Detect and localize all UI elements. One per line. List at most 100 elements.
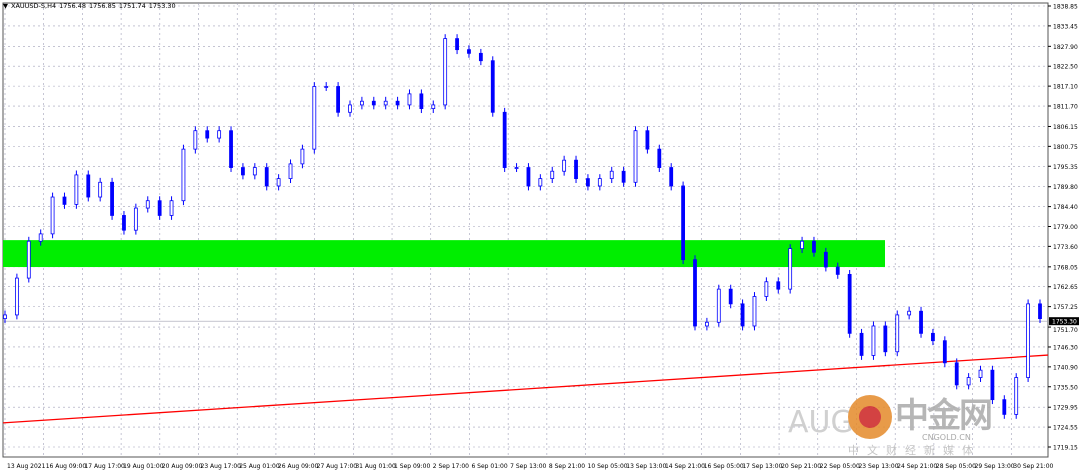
candle-body bbox=[502, 111, 507, 168]
watermark-sub: 中文财经新媒体 bbox=[848, 444, 981, 457]
candle-body bbox=[716, 288, 721, 323]
time-label: 1 Sep 09:00 bbox=[394, 463, 430, 470]
price-label: 1740.90 bbox=[1053, 364, 1078, 371]
time-label: 28 Sep 05:00 bbox=[936, 463, 976, 470]
time-label: 16 Sep 05:00 bbox=[704, 463, 744, 470]
candle-body bbox=[181, 148, 186, 202]
candle-body bbox=[788, 248, 793, 290]
price-label: 1789.80 bbox=[1053, 184, 1078, 191]
candle-body bbox=[562, 159, 567, 172]
time-label: 19 Aug 01:00 bbox=[123, 463, 164, 470]
symbol-label: XAUUSD-S,H4 bbox=[11, 2, 57, 10]
candle-body bbox=[324, 86, 329, 88]
candle-body bbox=[3, 314, 7, 320]
candle-body bbox=[657, 148, 662, 168]
watermark-site: CNGOLD.CN bbox=[922, 433, 971, 442]
time-label: 20 Aug 09:00 bbox=[162, 463, 203, 470]
time-label: 26 Aug 09:00 bbox=[278, 463, 319, 470]
candle-body bbox=[954, 362, 959, 386]
price-label: 1817.10 bbox=[1053, 84, 1078, 91]
time-label: 31 Aug 01:00 bbox=[355, 463, 396, 470]
time-label: 6 Sep 01:00 bbox=[471, 463, 507, 470]
candle-body bbox=[252, 167, 257, 176]
candle-body bbox=[169, 200, 174, 216]
time-label: 23 Aug 17:00 bbox=[201, 463, 242, 470]
close-value: 1753.30 bbox=[148, 2, 176, 10]
time-label: 14 Sep 21:00 bbox=[665, 463, 705, 470]
candle-body bbox=[847, 273, 852, 334]
candle-body bbox=[14, 277, 19, 316]
candle-body bbox=[383, 100, 388, 106]
candle-body bbox=[883, 325, 888, 353]
candle-body bbox=[871, 325, 876, 356]
candle-body bbox=[728, 288, 733, 305]
candle-body bbox=[371, 100, 376, 106]
price-label: 1719.15 bbox=[1053, 445, 1078, 452]
candle-body bbox=[978, 369, 983, 378]
time-label: 30 Sep 21:00 bbox=[1013, 463, 1053, 470]
candle-body bbox=[859, 332, 864, 356]
candle-body bbox=[895, 314, 900, 353]
price-label: 1806.15 bbox=[1053, 124, 1078, 131]
candle-body bbox=[907, 310, 912, 316]
candle-body bbox=[276, 178, 281, 187]
candle-body bbox=[538, 178, 543, 187]
candle-body bbox=[26, 240, 31, 279]
candle-body bbox=[1002, 399, 1007, 415]
candle-body bbox=[336, 86, 341, 113]
candle-body bbox=[122, 215, 126, 231]
candle-body bbox=[62, 196, 67, 205]
candle-body bbox=[681, 185, 686, 261]
high-value: 1756.85 bbox=[89, 2, 116, 10]
time-label: 13 Aug 2021 bbox=[7, 463, 46, 470]
candle-body bbox=[669, 167, 674, 187]
candle-body bbox=[229, 130, 233, 168]
candle-body bbox=[586, 178, 590, 187]
price-label: 1779.00 bbox=[1053, 224, 1078, 231]
price-label: 1773.60 bbox=[1053, 244, 1078, 251]
dropdown-arrow-icon[interactable]: ▼ bbox=[3, 2, 8, 10]
candle-body bbox=[157, 200, 162, 216]
candle-body bbox=[467, 49, 471, 54]
time-label: 10 Sep 05:00 bbox=[588, 463, 628, 470]
candle-body bbox=[110, 181, 114, 216]
time-label: 24 Sep 21:00 bbox=[897, 463, 937, 470]
time-label: 17 Aug 17:00 bbox=[84, 463, 125, 470]
candle-body bbox=[931, 332, 935, 342]
price-label: 1751.70 bbox=[1053, 327, 1078, 334]
candle-body bbox=[395, 100, 400, 106]
candle-body bbox=[86, 174, 91, 198]
time-label: 25 Aug 01:00 bbox=[239, 463, 280, 470]
time-label: 7 Sep 13:00 bbox=[510, 463, 546, 470]
chart-frame bbox=[2, 2, 1049, 458]
candle-body bbox=[919, 310, 923, 334]
time-label: 13 Sep 13:00 bbox=[626, 463, 666, 470]
candle-body bbox=[942, 340, 947, 364]
candle-body bbox=[609, 170, 614, 180]
candle-body bbox=[193, 130, 198, 150]
time-label: 23 Sep 13:00 bbox=[858, 463, 898, 470]
time-label: 22 Sep 05:00 bbox=[820, 463, 860, 470]
price-label: 1768.05 bbox=[1053, 264, 1078, 271]
price-label: 1833.45 bbox=[1053, 23, 1078, 30]
watermark-text: AUG bbox=[788, 405, 854, 440]
price-label: 1795.35 bbox=[1053, 164, 1078, 171]
price-label: 1827.90 bbox=[1053, 44, 1078, 51]
candle-body bbox=[966, 377, 971, 386]
candle-body bbox=[407, 93, 412, 106]
candle-body bbox=[288, 163, 293, 180]
candle-body bbox=[645, 130, 650, 150]
candle-body bbox=[693, 259, 697, 327]
candle-body bbox=[704, 321, 709, 327]
candle-body bbox=[145, 200, 150, 209]
candle-body bbox=[812, 240, 816, 253]
candle-body bbox=[776, 281, 781, 290]
time-label: 8 Sep 21:00 bbox=[549, 463, 585, 470]
trendline bbox=[2, 354, 1049, 424]
candle-body bbox=[1038, 303, 1042, 320]
price-label: 1822.50 bbox=[1053, 64, 1078, 71]
candle-body bbox=[133, 207, 138, 231]
price-label: 1800.75 bbox=[1053, 144, 1078, 151]
time-label: 2 Sep 17:00 bbox=[433, 463, 469, 470]
